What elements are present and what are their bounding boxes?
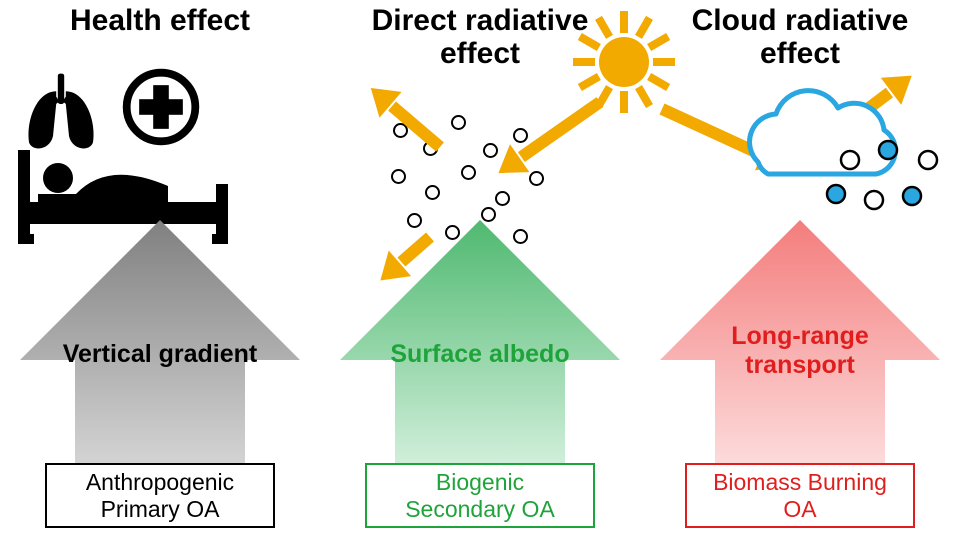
aerosol-particle xyxy=(391,169,406,184)
aerosol-particle xyxy=(451,115,466,130)
aerosol-particle xyxy=(513,229,528,244)
medical-cross-icon xyxy=(122,68,200,146)
source-label-cloud: Biomass BurningOA xyxy=(713,469,887,521)
lungs-icon xyxy=(18,72,104,152)
hospital-bed-icon xyxy=(18,150,228,246)
source-box-cloud: Biomass BurningOA xyxy=(685,463,915,528)
arrow-label-cloud: Long-rangetransport xyxy=(640,322,960,380)
source-box-health: AnthropogenicPrimary OA xyxy=(45,463,275,528)
aerosol-particle xyxy=(445,225,460,240)
health-icon-group xyxy=(18,72,238,242)
aerosol-particle xyxy=(495,191,510,206)
arrow-label-health: Vertical gradient xyxy=(0,340,320,369)
heading-cloud: Cloud radiativeeffect xyxy=(640,4,960,70)
aerosol-particle xyxy=(461,165,476,180)
cloud-icon xyxy=(738,100,918,225)
aerosol-particle xyxy=(425,185,440,200)
arrow-label-direct: Surface albedo xyxy=(320,340,640,369)
source-label-health: AnthropogenicPrimary OA xyxy=(86,469,234,521)
heading-health: Health effect xyxy=(0,4,320,37)
source-box-direct: BiogenicSecondary OA xyxy=(365,463,595,528)
aerosol-particle xyxy=(481,207,496,222)
source-label-direct: BiogenicSecondary OA xyxy=(405,469,555,521)
aerosol-particle xyxy=(529,171,544,186)
column-health: Health effect xyxy=(0,0,320,540)
